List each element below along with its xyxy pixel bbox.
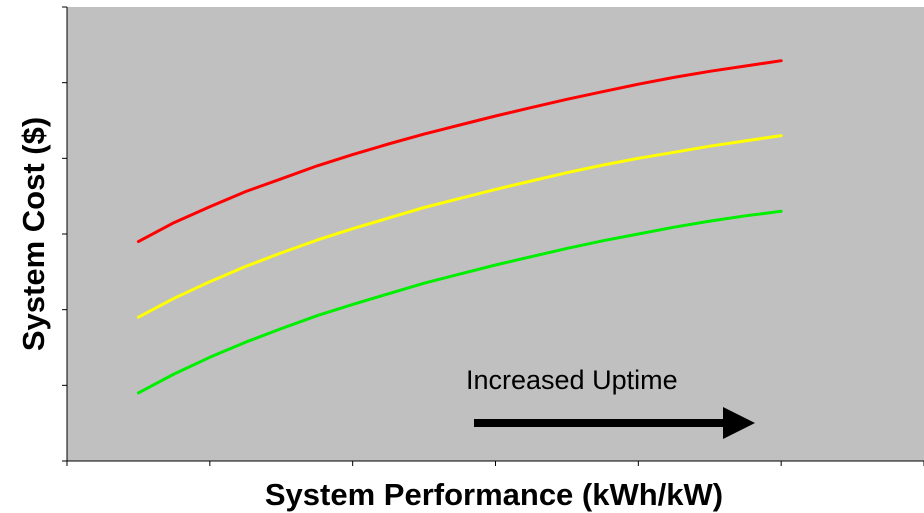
series-layer	[136, 59, 783, 395]
x-axis-title: System Performance (kWh/kW)	[265, 477, 723, 512]
annotation-increased-uptime: Increased Uptime	[466, 365, 678, 395]
series-line-1	[136, 59, 783, 244]
series-line-2	[136, 134, 783, 319]
y-axis-title: System Cost ($)	[16, 117, 51, 351]
series-line-3	[136, 209, 783, 395]
axes	[62, 6, 924, 466]
plot-area	[67, 7, 924, 461]
